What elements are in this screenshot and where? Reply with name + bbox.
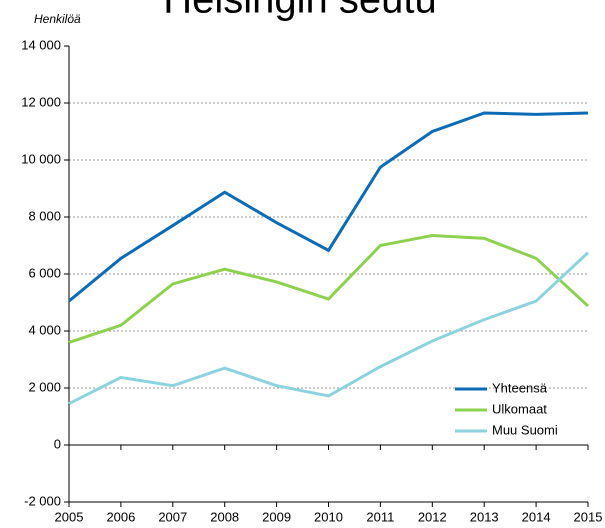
y-tick-label: 2 000 (28, 379, 61, 394)
series-line (68, 111, 589, 303)
y-axis-label: Henkilöä (34, 12, 81, 26)
series-line (68, 251, 590, 406)
x-tick-label: 2009 (262, 509, 291, 524)
y-tick-label: -2 000 (24, 493, 61, 508)
x-tick-label: 2006 (106, 509, 135, 524)
chart-title: Helsingin seutu (163, 0, 437, 22)
x-tick-label: 2015 (574, 509, 603, 524)
legend-label: Muu Suomi (492, 422, 558, 437)
x-tick-label: 2013 (470, 509, 499, 524)
legend-label: Yhteensä (492, 380, 548, 395)
y-tick-label: 6 000 (28, 265, 61, 280)
series-line (68, 234, 590, 344)
x-tick-label: 2007 (158, 509, 187, 524)
legend-label: Ulkomaat (492, 401, 547, 416)
y-tick-label: 10 000 (21, 151, 61, 166)
x-tick-label: 2005 (55, 509, 84, 524)
x-tick-label: 2011 (366, 509, 394, 524)
x-tick-label: 2014 (522, 509, 551, 524)
y-tick-label: 0 (54, 436, 61, 451)
y-tick-label: 8 000 (28, 208, 61, 223)
x-tick-label: 2012 (418, 509, 447, 524)
y-tick-label: 4 000 (28, 322, 61, 337)
x-tick-label: 2008 (210, 509, 239, 524)
y-tick-label: 12 000 (21, 94, 61, 109)
x-tick-label: 2010 (314, 509, 343, 524)
y-tick-label: 14 000 (21, 37, 61, 52)
